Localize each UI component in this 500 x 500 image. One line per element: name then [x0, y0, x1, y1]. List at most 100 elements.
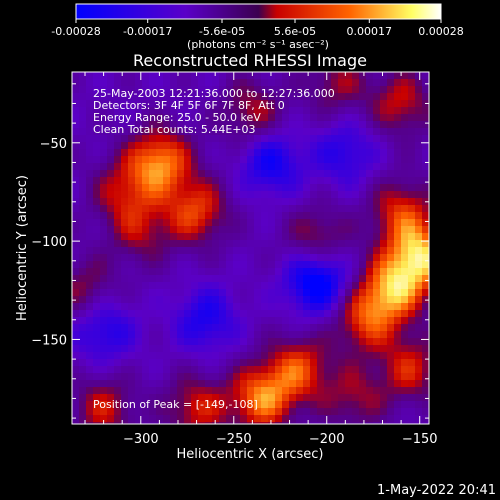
- heatmap-cell: [373, 296, 380, 303]
- heatmap-cell: [338, 128, 345, 135]
- heatmap-cell: [205, 93, 212, 100]
- heatmap-cell: [345, 149, 352, 156]
- heatmap-cell: [296, 121, 303, 128]
- heatmap-cell: [303, 226, 310, 233]
- heatmap-cell: [359, 93, 366, 100]
- heatmap-cell: [212, 275, 219, 282]
- heatmap-cell: [401, 142, 408, 149]
- heatmap-cell: [415, 135, 422, 142]
- heatmap-cell: [310, 247, 317, 254]
- heatmap-cell: [170, 93, 177, 100]
- heatmap-cell: [79, 100, 86, 107]
- heatmap-cell: [114, 184, 121, 191]
- heatmap-cell: [191, 163, 198, 170]
- heatmap-cell: [93, 366, 100, 373]
- heatmap-cell: [401, 261, 408, 268]
- heatmap-cell: [317, 121, 324, 128]
- heatmap-image: [72, 72, 429, 424]
- heatmap-cell: [401, 331, 408, 338]
- heatmap-cell: [282, 198, 289, 205]
- heatmap-cell: [408, 135, 415, 142]
- heatmap-cell: [289, 408, 296, 415]
- heatmap-cell: [135, 268, 142, 275]
- heatmap-cell: [359, 135, 366, 142]
- heatmap-cell: [114, 338, 121, 345]
- heatmap-cell: [352, 170, 359, 177]
- heatmap-cell: [380, 394, 387, 401]
- heatmap-cell: [233, 380, 240, 387]
- heatmap-cell: [121, 163, 128, 170]
- heatmap-cell: [163, 121, 170, 128]
- heatmap-cell: [100, 373, 107, 380]
- heatmap-cell: [93, 317, 100, 324]
- heatmap-cell: [247, 352, 254, 359]
- heatmap-cell: [128, 415, 135, 422]
- heatmap-cell: [247, 121, 254, 128]
- heatmap-cell: [149, 121, 156, 128]
- heatmap-cell: [212, 352, 219, 359]
- heatmap-cell: [296, 163, 303, 170]
- heatmap-cell: [156, 198, 163, 205]
- heatmap-cell: [191, 86, 198, 93]
- heatmap-cell: [387, 107, 394, 114]
- heatmap-cell: [219, 352, 226, 359]
- heatmap-cell: [191, 275, 198, 282]
- heatmap-cell: [177, 422, 184, 424]
- heatmap-cell: [177, 387, 184, 394]
- heatmap-cell: [128, 128, 135, 135]
- heatmap-cell: [324, 149, 331, 156]
- heatmap-cell: [394, 149, 401, 156]
- heatmap-cell: [394, 79, 401, 86]
- heatmap-cell: [100, 100, 107, 107]
- heatmap-cell: [296, 282, 303, 289]
- heatmap-cell: [149, 380, 156, 387]
- heatmap-cell: [135, 240, 142, 247]
- heatmap-cell: [128, 198, 135, 205]
- heatmap-cell: [198, 310, 205, 317]
- heatmap-cell: [170, 352, 177, 359]
- heatmap-cell: [352, 205, 359, 212]
- heatmap-cell: [373, 254, 380, 261]
- heatmap-cell: [345, 366, 352, 373]
- heatmap-cell: [254, 275, 261, 282]
- heatmap-cell: [198, 107, 205, 114]
- heatmap-cell: [359, 275, 366, 282]
- heatmap-cell: [233, 296, 240, 303]
- heatmap-cell: [366, 366, 373, 373]
- heatmap-cell: [415, 170, 422, 177]
- heatmap-cell: [324, 93, 331, 100]
- heatmap-cell: [72, 394, 79, 401]
- heatmap-cell: [191, 282, 198, 289]
- heatmap-cell: [233, 275, 240, 282]
- heatmap-cell: [128, 268, 135, 275]
- heatmap-cell: [149, 310, 156, 317]
- heatmap-cell: [268, 254, 275, 261]
- heatmap-cell: [163, 422, 170, 424]
- heatmap-cell: [380, 296, 387, 303]
- heatmap-cell: [373, 422, 380, 424]
- heatmap-cell: [380, 331, 387, 338]
- heatmap-cell: [107, 387, 114, 394]
- heatmap-cell: [142, 240, 149, 247]
- heatmap-cell: [170, 310, 177, 317]
- heatmap-cell: [184, 394, 191, 401]
- heatmap-cell: [240, 142, 247, 149]
- heatmap-cell: [387, 282, 394, 289]
- heatmap-cell: [289, 149, 296, 156]
- heatmap-cell: [121, 142, 128, 149]
- heatmap-cell: [310, 191, 317, 198]
- heatmap-cell: [247, 275, 254, 282]
- heatmap-cell: [142, 149, 149, 156]
- heatmap-cell: [408, 261, 415, 268]
- heatmap-cell: [282, 338, 289, 345]
- heatmap-cell: [114, 100, 121, 107]
- heatmap-cell: [107, 135, 114, 142]
- heatmap-cell: [191, 296, 198, 303]
- heatmap-cell: [219, 401, 226, 408]
- heatmap-cell: [352, 72, 359, 79]
- heatmap-cell: [233, 268, 240, 275]
- heatmap-cell: [100, 114, 107, 121]
- heatmap-cell: [282, 387, 289, 394]
- heatmap-cell: [352, 149, 359, 156]
- heatmap-cell: [212, 408, 219, 415]
